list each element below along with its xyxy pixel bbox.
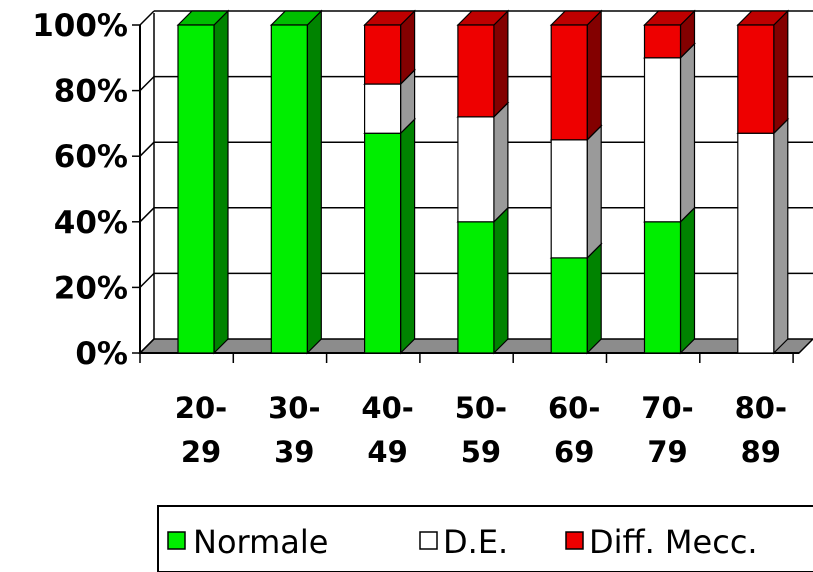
bar-front <box>270 24 308 354</box>
bar-side <box>679 42 696 224</box>
depth-tick <box>139 10 155 26</box>
x-tick-label: 59 <box>461 435 501 469</box>
legend-swatch <box>419 531 438 550</box>
bar-segment-normale <box>363 117 417 355</box>
y-tick-label: 60% <box>54 139 128 175</box>
x-tick-label: 60- <box>548 391 600 425</box>
bar-side <box>773 9 789 135</box>
bar-side <box>213 9 229 355</box>
bar-side <box>586 242 602 355</box>
bar-front <box>550 139 588 259</box>
bar-front <box>364 132 402 354</box>
bar-front <box>457 221 495 354</box>
y-tick-label: 0% <box>75 336 128 372</box>
bar-side <box>586 9 602 142</box>
bar-side <box>773 117 789 355</box>
bar-segment-normale <box>269 9 323 355</box>
bar-segment-diff-mecc- <box>736 9 790 135</box>
bar-side <box>306 9 322 355</box>
x-tick-label: 49 <box>367 435 407 469</box>
x-tick-label: 79 <box>647 435 687 469</box>
legend: Normale D.E. Diff. Mecc. <box>157 505 813 572</box>
legend-label: D.E. <box>443 523 508 561</box>
bar-front <box>737 24 775 134</box>
x-tick-label: 89 <box>741 435 781 469</box>
bar-front <box>550 24 588 141</box>
y-tick-label: 20% <box>54 270 128 306</box>
bar-segment-d-e- <box>736 117 790 355</box>
bar-side <box>493 9 509 119</box>
x-tick-label: 80- <box>735 391 787 425</box>
y-tick-label: 40% <box>54 205 128 241</box>
bar-front <box>364 24 402 85</box>
legend-swatch <box>167 531 186 550</box>
x-tick-label: 30- <box>268 391 320 425</box>
bar-side <box>493 101 509 224</box>
bar-front <box>643 24 682 59</box>
bar-segment-diff-mecc- <box>549 9 603 142</box>
x-tick-label: 70- <box>641 391 693 425</box>
legend-label: Diff. Mecc. <box>589 523 758 561</box>
y-tick-label: 80% <box>54 74 128 110</box>
x-tick-label: 50- <box>455 391 507 425</box>
bar-segment-normale <box>549 242 603 355</box>
bar-segment-diff-mecc- <box>643 9 696 60</box>
x-tick-label: 20- <box>175 391 227 425</box>
bar-segment-diff-mecc- <box>363 9 417 86</box>
bar-segment-normale <box>643 206 696 355</box>
bar-front <box>737 132 775 354</box>
depth-tick <box>139 76 155 92</box>
bar-side <box>679 206 696 355</box>
bar-side <box>493 206 509 355</box>
legend-box <box>157 505 813 572</box>
bar-segment-d-e- <box>456 101 510 224</box>
x-tick-label: 69 <box>554 435 594 469</box>
depth-tick <box>139 272 155 288</box>
bar-front <box>643 57 682 223</box>
bar-segment-normale <box>456 206 510 355</box>
legend-label: Normale <box>193 523 328 561</box>
x-tick-label: 39 <box>274 435 314 469</box>
bar-group <box>176 9 790 355</box>
legend-swatch <box>565 531 584 550</box>
bar-front <box>643 221 682 354</box>
x-tick-labels: 20- 29 30- 39 40- 49 50- 59 60- 69 70- 79 80- 89 <box>175 391 787 469</box>
bar-segment-diff-mecc- <box>456 9 510 119</box>
x-tick-label: 40- <box>361 391 413 425</box>
bar-front <box>457 24 495 118</box>
bar-side <box>400 117 416 355</box>
bar-segment-d-e- <box>549 124 603 260</box>
depth-tick <box>139 141 155 157</box>
y-tick-label: 100% <box>32 8 128 44</box>
bar-segment-normale <box>176 9 230 355</box>
bar-side <box>586 124 602 260</box>
bar-front <box>177 24 215 354</box>
bar-front <box>457 116 495 223</box>
bar-front <box>550 257 588 354</box>
x-tick-label: 29 <box>181 435 221 469</box>
depth-tick <box>139 207 155 223</box>
depth-tick <box>139 338 155 354</box>
bar-segment-d-e- <box>643 42 696 224</box>
bar-front <box>364 83 402 134</box>
y-tick-labels: 0% 20% 40% 60% 80% 100% <box>32 8 128 372</box>
